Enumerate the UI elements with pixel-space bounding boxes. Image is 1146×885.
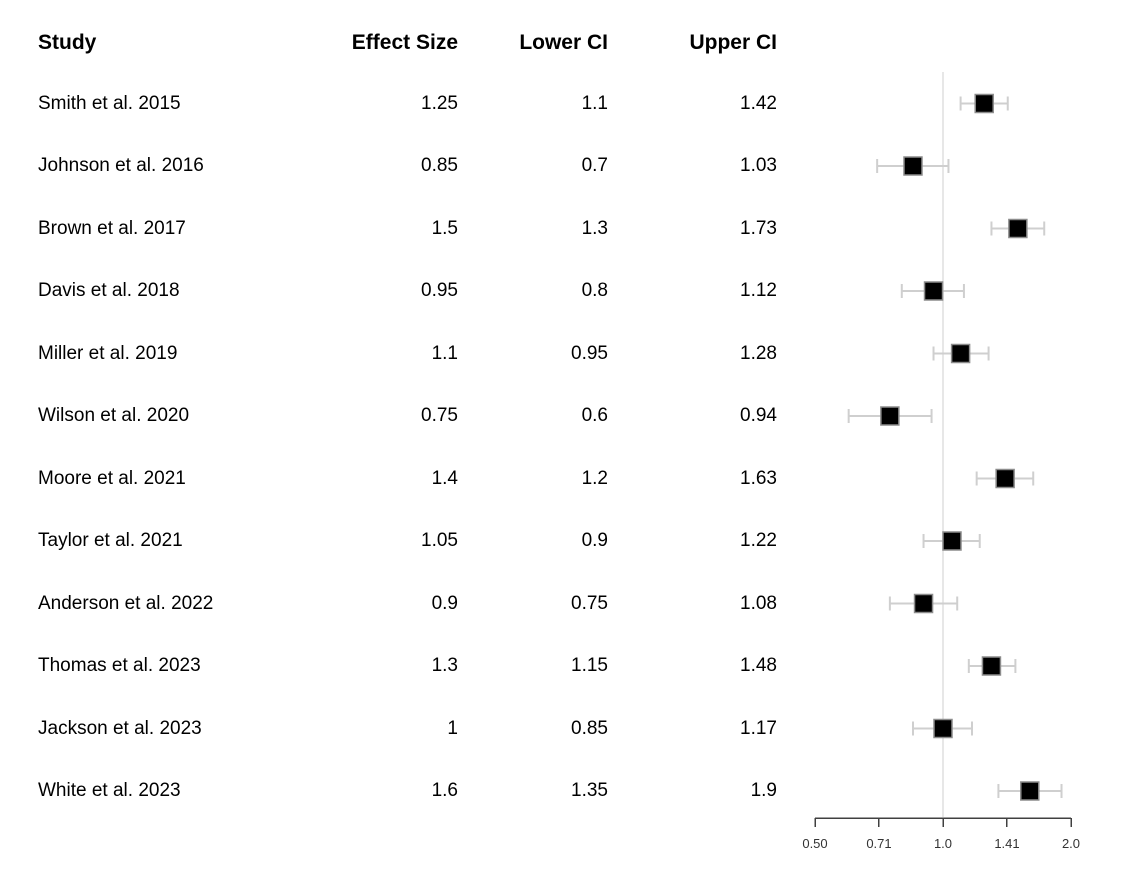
cell-upper-ci: 1.17 bbox=[740, 717, 777, 739]
cell-study: Miller et al. 2019 bbox=[38, 342, 178, 364]
cell-upper-ci: 1.73 bbox=[740, 217, 777, 239]
cell-study: Wilson et al. 2020 bbox=[38, 405, 190, 426]
effect-size-marker bbox=[923, 281, 944, 301]
cell-study: Smith et al. 2015 bbox=[38, 92, 181, 114]
cell-upper-ci: 1.03 bbox=[740, 155, 777, 176]
column-header-lower-ci: Lower CI bbox=[519, 31, 608, 54]
x-axis-tick-label: 0.71 bbox=[866, 836, 891, 851]
cell-upper-ci: 0.94 bbox=[740, 405, 777, 426]
cell-upper-ci: 1.48 bbox=[740, 655, 777, 676]
cell-effect-size: 1.5 bbox=[431, 217, 458, 239]
cell-effect-size: 1 bbox=[447, 717, 458, 739]
cell-effect-size: 1.4 bbox=[431, 467, 458, 489]
x-axis-tick-label: 0.50 bbox=[802, 836, 827, 851]
x-axis-tick-label: 2.0 bbox=[1062, 836, 1080, 851]
cell-upper-ci: 1.28 bbox=[740, 342, 777, 364]
cell-lower-ci: 1.2 bbox=[581, 467, 608, 489]
cell-upper-ci: 1.22 bbox=[740, 530, 777, 551]
cell-lower-ci: 1.35 bbox=[571, 780, 608, 801]
cell-upper-ci: 1.42 bbox=[740, 92, 777, 114]
cell-lower-ci: 0.95 bbox=[571, 342, 608, 364]
effect-size-marker bbox=[942, 531, 962, 551]
cell-lower-ci: 0.8 bbox=[581, 280, 608, 301]
cell-study: Thomas et al. 2023 bbox=[38, 655, 201, 676]
cell-lower-ci: 1.3 bbox=[581, 217, 608, 239]
cell-effect-size: 0.95 bbox=[421, 280, 458, 301]
effect-size-marker bbox=[913, 593, 934, 614]
cell-lower-ci: 0.7 bbox=[581, 155, 608, 176]
effect-size-marker bbox=[903, 156, 923, 176]
cell-lower-ci: 0.9 bbox=[581, 530, 608, 551]
effect-size-marker bbox=[950, 343, 971, 364]
cell-study: Jackson et al. 2023 bbox=[38, 717, 202, 739]
cell-lower-ci: 0.85 bbox=[571, 717, 608, 739]
effect-size-marker bbox=[1008, 218, 1028, 239]
effect-size-marker bbox=[981, 656, 1002, 676]
cell-effect-size: 1.05 bbox=[421, 530, 458, 551]
cell-effect-size: 1.25 bbox=[421, 92, 458, 114]
cell-effect-size: 1.1 bbox=[431, 342, 458, 364]
cell-study: Moore et al. 2021 bbox=[38, 467, 186, 489]
cell-study: Johnson et al. 2016 bbox=[38, 155, 204, 176]
effect-size-marker bbox=[933, 718, 953, 739]
cell-lower-ci: 0.75 bbox=[571, 592, 608, 614]
effect-size-marker bbox=[1020, 781, 1040, 801]
cell-upper-ci: 1.9 bbox=[750, 780, 777, 801]
cell-lower-ci: 1.15 bbox=[571, 655, 608, 676]
cell-effect-size: 1.6 bbox=[431, 780, 458, 801]
x-axis-tick-label: 1.0 bbox=[934, 836, 952, 851]
effect-size-marker bbox=[974, 93, 994, 114]
cell-study: Davis et al. 2018 bbox=[38, 280, 180, 301]
effect-size-marker bbox=[995, 468, 1015, 489]
cell-upper-ci: 1.12 bbox=[740, 280, 777, 301]
cell-effect-size: 0.9 bbox=[431, 592, 458, 614]
cell-study: White et al. 2023 bbox=[38, 780, 181, 801]
cell-effect-size: 1.3 bbox=[431, 655, 458, 676]
column-header-upper-ci: Upper CI bbox=[689, 31, 777, 54]
column-header-study: Study bbox=[38, 31, 97, 54]
column-header-effect-size: Effect Size bbox=[351, 31, 458, 54]
cell-study: Anderson et al. 2022 bbox=[38, 592, 214, 614]
cell-study: Taylor et al. 2021 bbox=[38, 530, 183, 551]
x-axis-tick-label: 1.41 bbox=[994, 836, 1019, 851]
cell-lower-ci: 1.1 bbox=[581, 92, 608, 114]
cell-lower-ci: 0.6 bbox=[581, 405, 608, 426]
cell-upper-ci: 1.08 bbox=[740, 592, 777, 614]
cell-effect-size: 0.85 bbox=[421, 155, 458, 176]
effect-size-marker bbox=[880, 406, 900, 426]
cell-study: Brown et al. 2017 bbox=[38, 217, 186, 239]
cell-upper-ci: 1.63 bbox=[740, 467, 777, 489]
cell-effect-size: 0.75 bbox=[421, 405, 458, 426]
